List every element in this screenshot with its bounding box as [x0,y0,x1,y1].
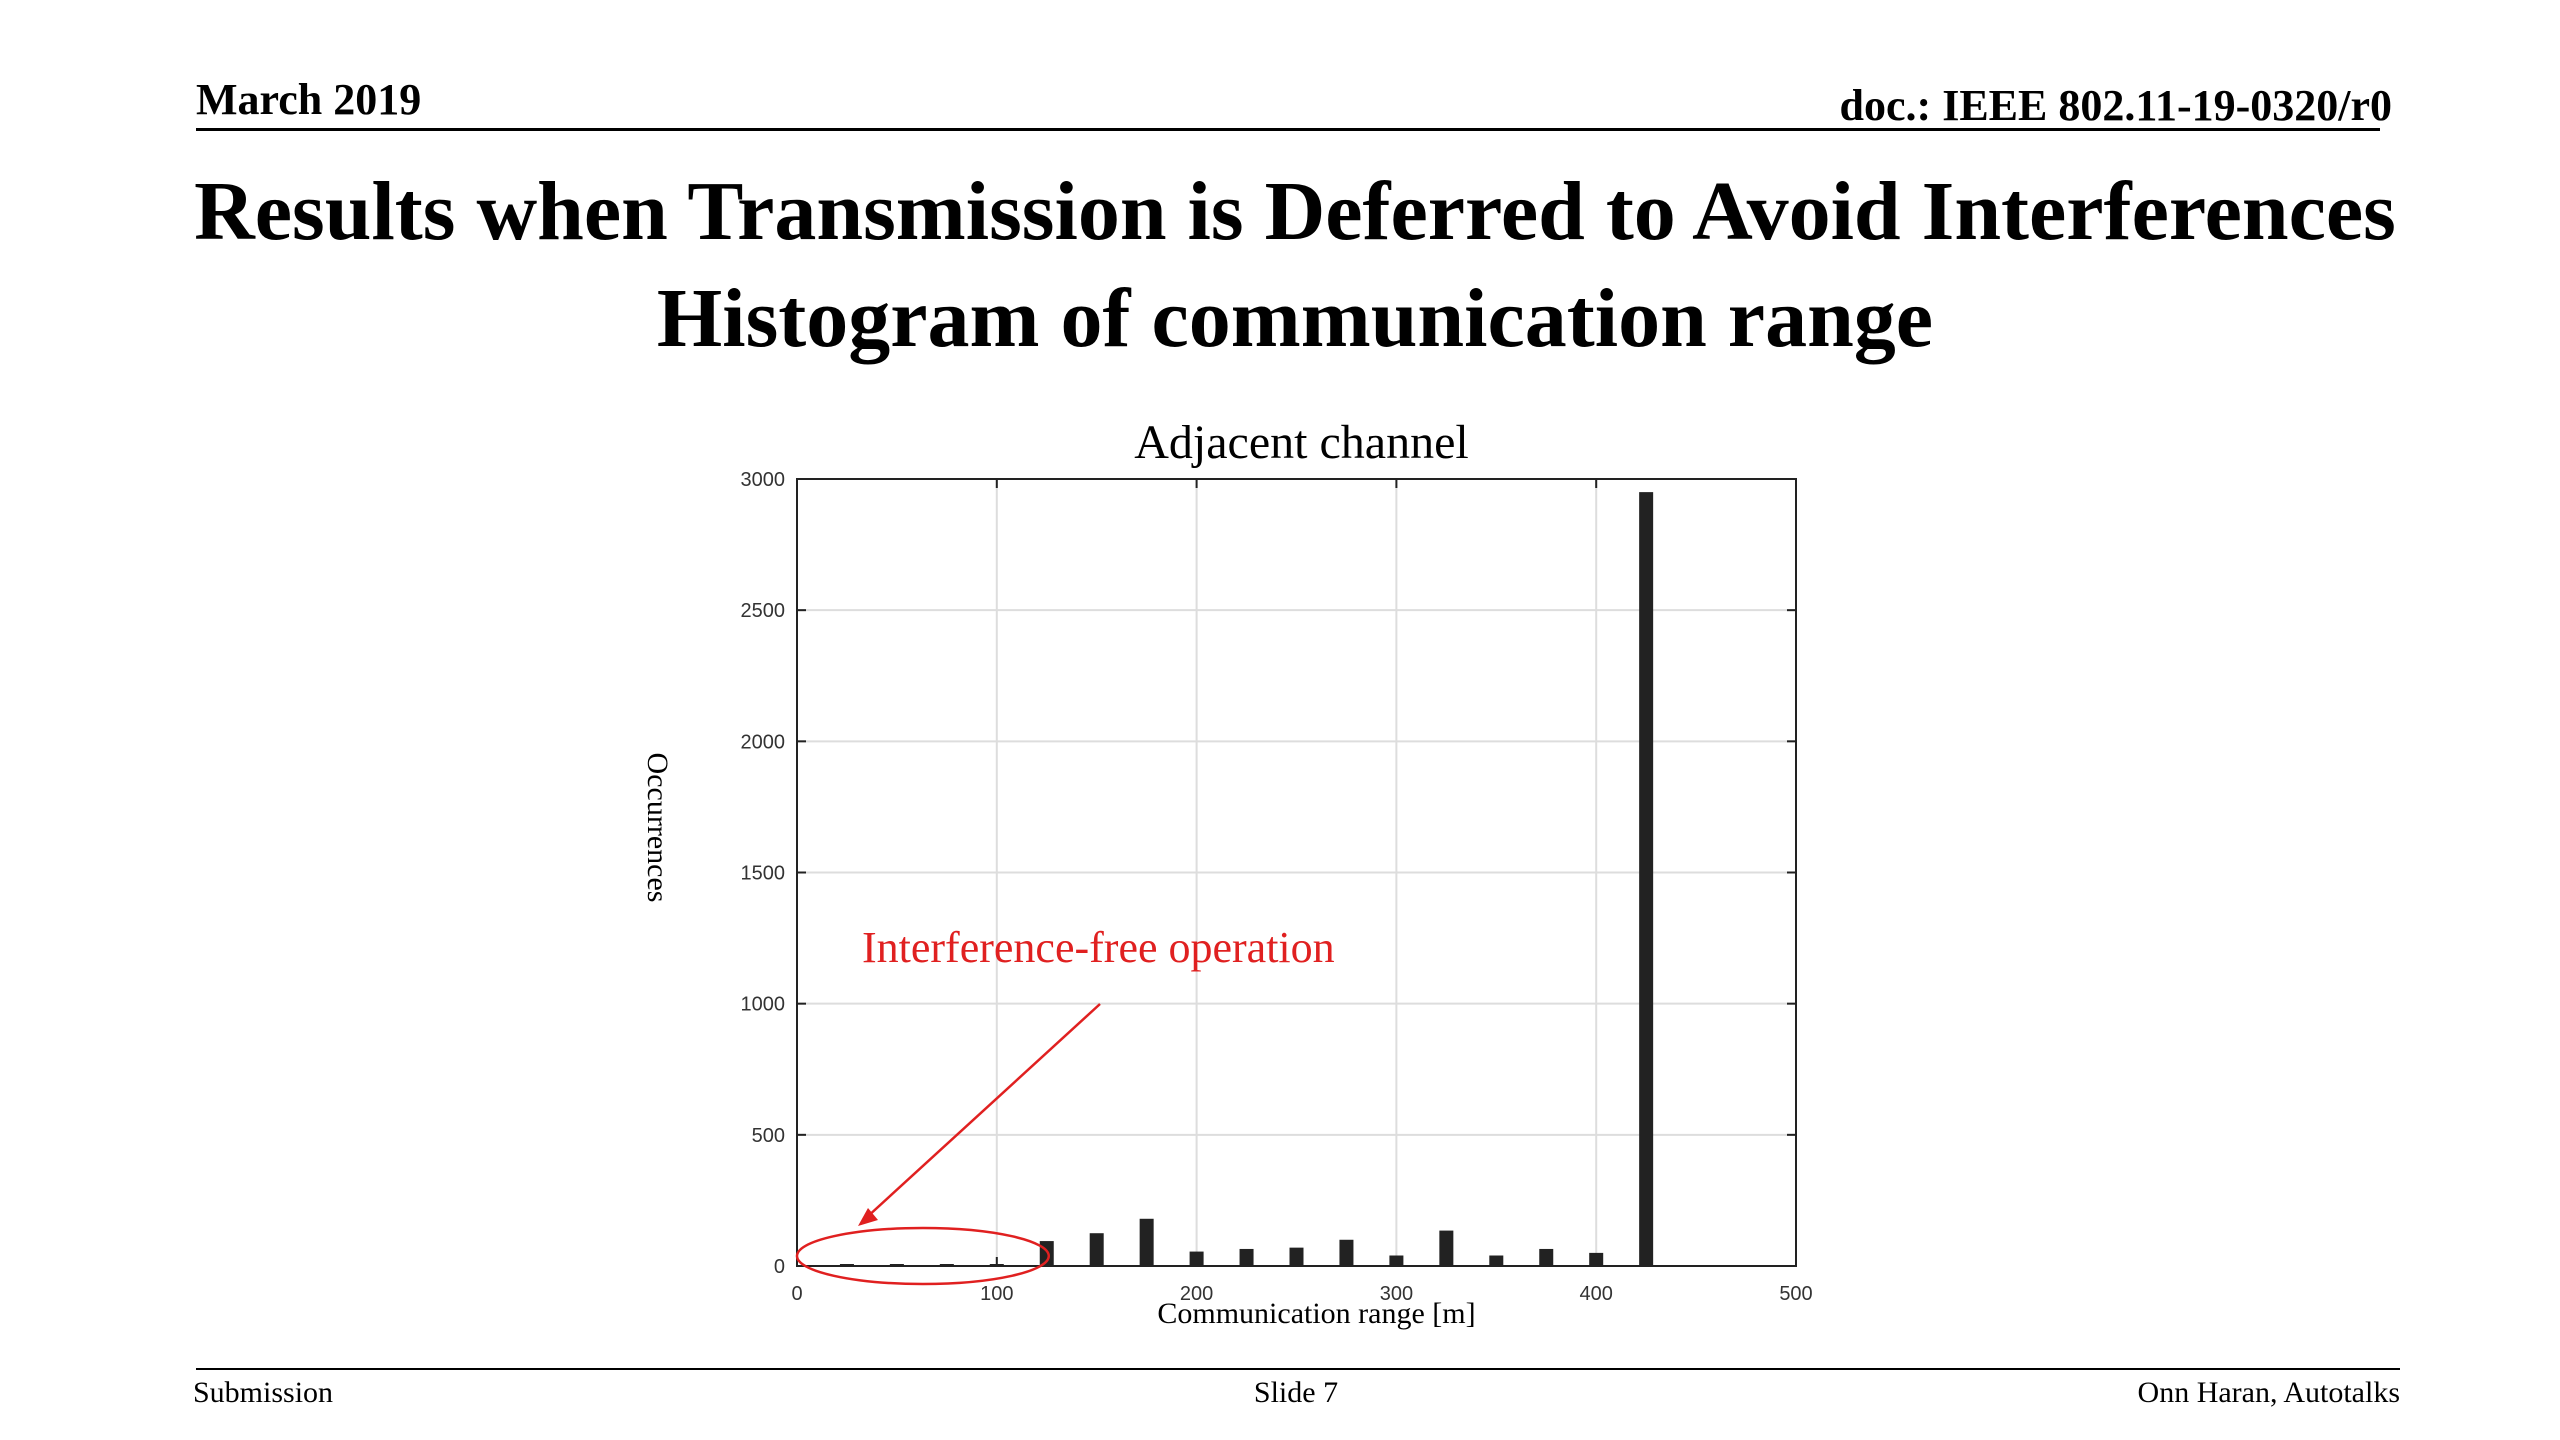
histogram-bar [1639,492,1654,1266]
slide-title-line-1: Results when Transmission is Deferred to… [194,165,2396,258]
histogram-bar [1489,1255,1504,1266]
x-axis-label: Communication range [m] [1157,1297,1475,1330]
y-tick-label: 1000 [741,994,786,1016]
header-doc-id: doc.: IEEE 802.11-19-0320/r0 [1839,81,2392,130]
y-tick-label: 2500 [741,600,786,622]
y-axis-label: Occurrences [641,753,674,903]
histogram-bar [1339,1239,1354,1266]
annotation-label: Interference-free operation [862,923,1335,972]
annotation-ellipse [795,1226,1051,1286]
y-tick-label: 2000 [741,731,786,753]
footer-submission: Submission [193,1376,334,1409]
histogram-bar [1539,1248,1554,1266]
footer-rule [196,1368,2400,1370]
x-tick-label: 500 [1779,1283,1812,1305]
annotation-arrow-line [865,1003,1101,1219]
histogram-bar [1289,1247,1304,1266]
header-date: March 2019 [196,75,422,124]
y-tick-label: 500 [752,1125,785,1147]
x-tick-label: 300 [1380,1283,1413,1305]
histogram-bar [1239,1248,1254,1266]
y-tick-label: 0 [774,1256,785,1278]
y-tick-label: 3000 [741,469,786,491]
slide-title-line-2: Histogram of communication range [656,272,1934,365]
histogram-bar [1089,1233,1104,1266]
x-tick-label: 400 [1580,1283,1613,1305]
x-tick-label: 100 [980,1283,1013,1305]
chart-title: Adjacent channel [1134,416,1469,469]
histogram-bar [1139,1218,1154,1266]
histogram-bar [1439,1230,1454,1266]
annotation-arrow-head [858,1208,878,1226]
x-tick-label: 0 [791,1283,802,1305]
y-tick-label: 1500 [741,863,786,885]
footer-author: Onn Haran, Autotalks [2137,1376,2400,1409]
header-rule [196,128,2380,131]
x-tick-label: 200 [1180,1283,1213,1305]
footer-slide-number: Slide 7 [1253,1376,1339,1409]
